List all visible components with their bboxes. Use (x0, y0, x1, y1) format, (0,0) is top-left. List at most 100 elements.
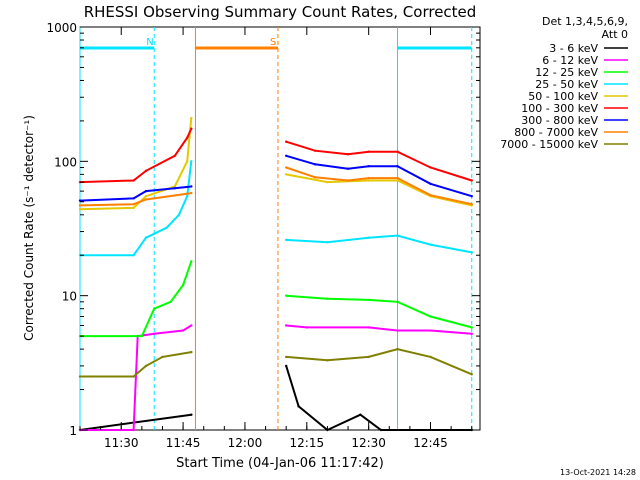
data-point (153, 307, 156, 310)
data-point (305, 326, 309, 329)
data-point (429, 329, 432, 332)
data-point (326, 180, 329, 184)
data-point (144, 169, 148, 173)
data-point (367, 298, 370, 302)
series-layer (78, 116, 473, 432)
data-point (78, 208, 82, 211)
data-point (161, 355, 164, 359)
data-point (78, 199, 82, 202)
data-point (190, 350, 193, 354)
data-point (396, 150, 399, 153)
series-line (80, 261, 473, 338)
data-point (144, 189, 148, 193)
data-point (346, 179, 350, 182)
data-point (367, 355, 370, 359)
data-point (144, 236, 148, 239)
data-point (177, 213, 181, 216)
x-tick-label: 12:30 (351, 436, 386, 450)
legend-label: 3 - 6 keV (549, 42, 598, 55)
data-point (132, 428, 135, 432)
data-point (140, 334, 144, 338)
legend-label: 300 - 800 keV (521, 114, 598, 127)
data-point (429, 193, 432, 197)
y-tick-label: 1 (69, 424, 77, 438)
data-point (78, 375, 82, 378)
data-point (284, 166, 288, 169)
data-point (169, 300, 172, 304)
data-point (470, 332, 473, 336)
data-point (297, 405, 300, 408)
data-point (313, 163, 317, 166)
legend-label: 6 - 12 keV (542, 54, 598, 67)
flag-label: S (270, 37, 276, 48)
data-point (144, 198, 148, 201)
x-axis-label: Start Time (04-Jan-06 11:17:42) (176, 456, 384, 471)
series-line (80, 348, 473, 378)
data-point (346, 167, 350, 170)
data-point (173, 187, 177, 190)
generation-timestamp: 13-Oct-2021 14:28 (560, 468, 636, 477)
data-point (132, 179, 135, 182)
data-point (78, 204, 82, 207)
x-tick-label: 12:00 (228, 436, 263, 450)
data-point (181, 283, 185, 287)
data-point (367, 179, 370, 182)
data-point (173, 154, 177, 157)
x-tick-label: 11:30 (104, 436, 139, 450)
data-point (132, 202, 135, 206)
data-point (326, 359, 329, 362)
series-line (79, 166, 473, 207)
data-point (132, 197, 135, 200)
data-point (284, 140, 288, 143)
data-point (181, 329, 185, 332)
y-axis-label: Corrected Count Rate (s⁻¹ detector⁻¹) (22, 115, 36, 341)
y-tick-label: 10 (62, 290, 77, 304)
data-point (284, 238, 288, 242)
data-point (153, 332, 156, 336)
data-point (429, 355, 432, 359)
x-tick-label: 12:15 (290, 436, 325, 450)
data-point (186, 160, 189, 163)
data-point (396, 234, 399, 237)
data-point (396, 329, 399, 332)
data-point (190, 160, 193, 163)
data-point (326, 297, 329, 300)
data-point (165, 226, 168, 230)
data-point (429, 243, 432, 246)
legend-label: 12 - 25 keV (535, 66, 598, 79)
legend-label: 800 - 7000 keV (514, 126, 598, 139)
legend-header-2: Att 0 (602, 28, 628, 41)
x-tick-label: 12:45 (413, 436, 448, 450)
data-point (284, 154, 288, 157)
data-point (190, 127, 193, 130)
data-point (313, 149, 317, 152)
data-point (284, 324, 288, 327)
data-point (132, 254, 135, 257)
data-point (367, 164, 370, 168)
x-tick-label: 11:45 (166, 436, 201, 450)
data-point (396, 300, 399, 304)
data-point (470, 251, 473, 254)
data-point (367, 236, 370, 239)
y-tick-label: 100 (54, 155, 77, 169)
data-point (313, 176, 317, 179)
data-point (379, 428, 383, 432)
series-line (79, 365, 472, 432)
data-point (470, 195, 473, 198)
data-point (173, 185, 177, 188)
legend-label: 50 - 100 keV (528, 90, 598, 103)
data-point (326, 241, 329, 244)
data-point (367, 326, 370, 329)
series-line (79, 117, 473, 211)
series-line (80, 324, 472, 431)
data-point (186, 136, 189, 139)
data-point (190, 324, 193, 327)
legend-label: 25 - 50 keV (535, 78, 598, 91)
data-point (396, 176, 399, 180)
data-point (186, 195, 189, 198)
chart-title: RHESSI Observing Summary Count Rates, Co… (84, 3, 477, 21)
axis-layer: 11:30 11:45 12:00 12:15 12:30 12:45 1 10 100 1000 (46, 21, 480, 450)
